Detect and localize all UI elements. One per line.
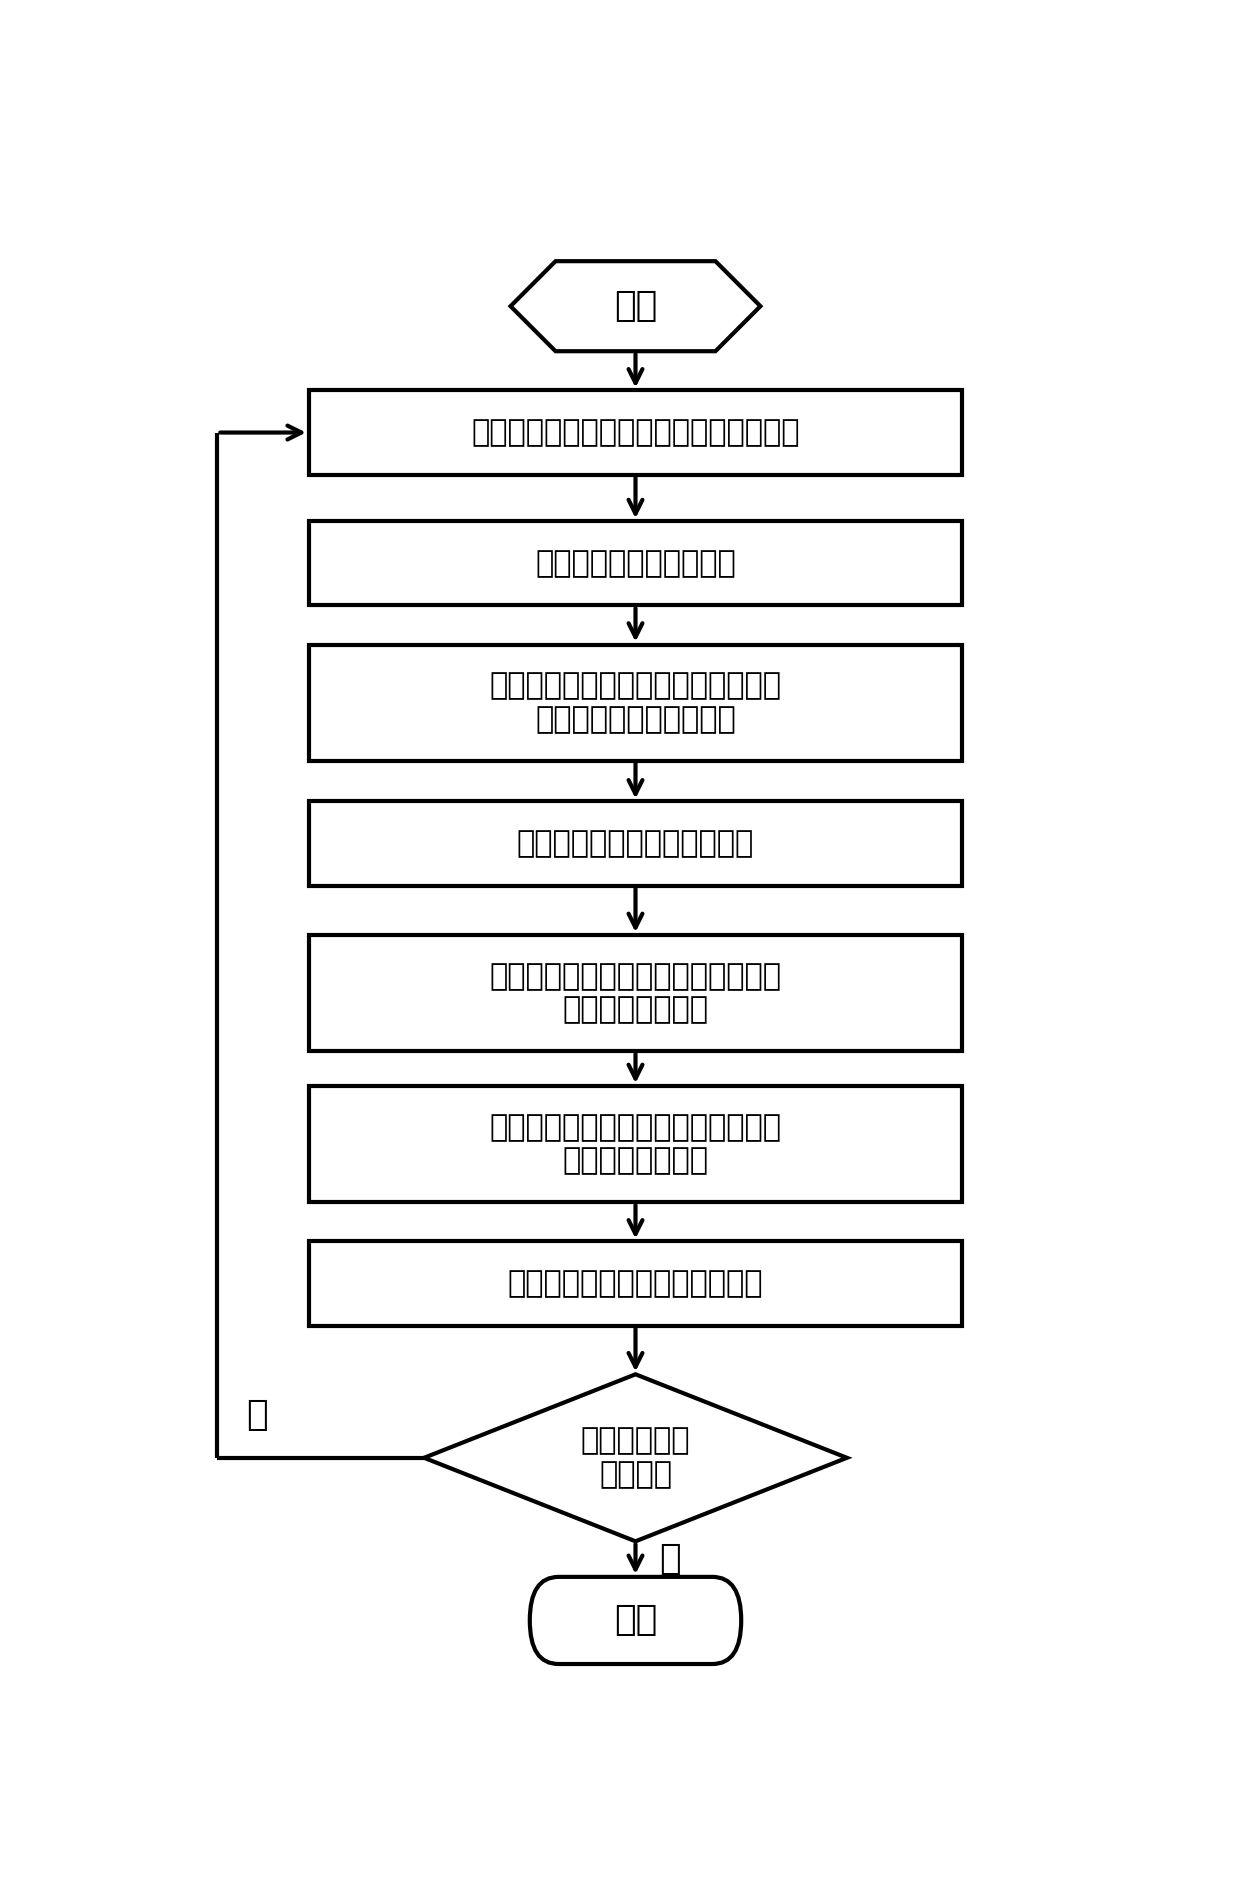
- Text: 是: 是: [660, 1543, 681, 1577]
- FancyBboxPatch shape: [309, 1241, 962, 1326]
- FancyBboxPatch shape: [309, 935, 962, 1051]
- Polygon shape: [511, 260, 760, 351]
- Text: 结束: 结束: [614, 1603, 657, 1637]
- FancyBboxPatch shape: [309, 802, 962, 886]
- Text: 否: 否: [247, 1398, 268, 1431]
- FancyBboxPatch shape: [309, 1086, 962, 1201]
- FancyBboxPatch shape: [309, 390, 962, 475]
- Text: 开始: 开始: [614, 289, 657, 323]
- Text: 从高维地震数据中依次选取一道地震信号: 从高维地震数据中依次选取一道地震信号: [471, 419, 800, 447]
- FancyBboxPatch shape: [309, 521, 962, 605]
- Text: 利用掩模函数对平均挤压短时傅里叶
变换进行阈值处理: 利用掩模函数对平均挤压短时傅里叶 变换进行阈值处理: [490, 1113, 781, 1175]
- Text: 对其进行短时傅里叶变换: 对其进行短时傅里叶变换: [536, 549, 735, 577]
- Text: 对短时傅里叶变换系数进行位置搬移
得到挤压短时傅里叶变换: 对短时傅里叶变换系数进行位置搬移 得到挤压短时傅里叶变换: [490, 671, 781, 734]
- FancyBboxPatch shape: [309, 645, 962, 760]
- Text: 重构压制噪声的当前道地震信号: 重构压制噪声的当前道地震信号: [507, 1269, 764, 1298]
- Text: 利用相邻地震道的掩模函数确定当前
道的最终掩模函数: 利用相邻地震道的掩模函数确定当前 道的最终掩模函数: [490, 962, 781, 1024]
- Text: 计算该道地震信号的掩模函数: 计算该道地震信号的掩模函数: [517, 830, 754, 858]
- Text: 是否完成所有
地震道？: 是否完成所有 地震道？: [580, 1426, 691, 1490]
- FancyBboxPatch shape: [529, 1577, 742, 1663]
- Polygon shape: [424, 1375, 847, 1541]
